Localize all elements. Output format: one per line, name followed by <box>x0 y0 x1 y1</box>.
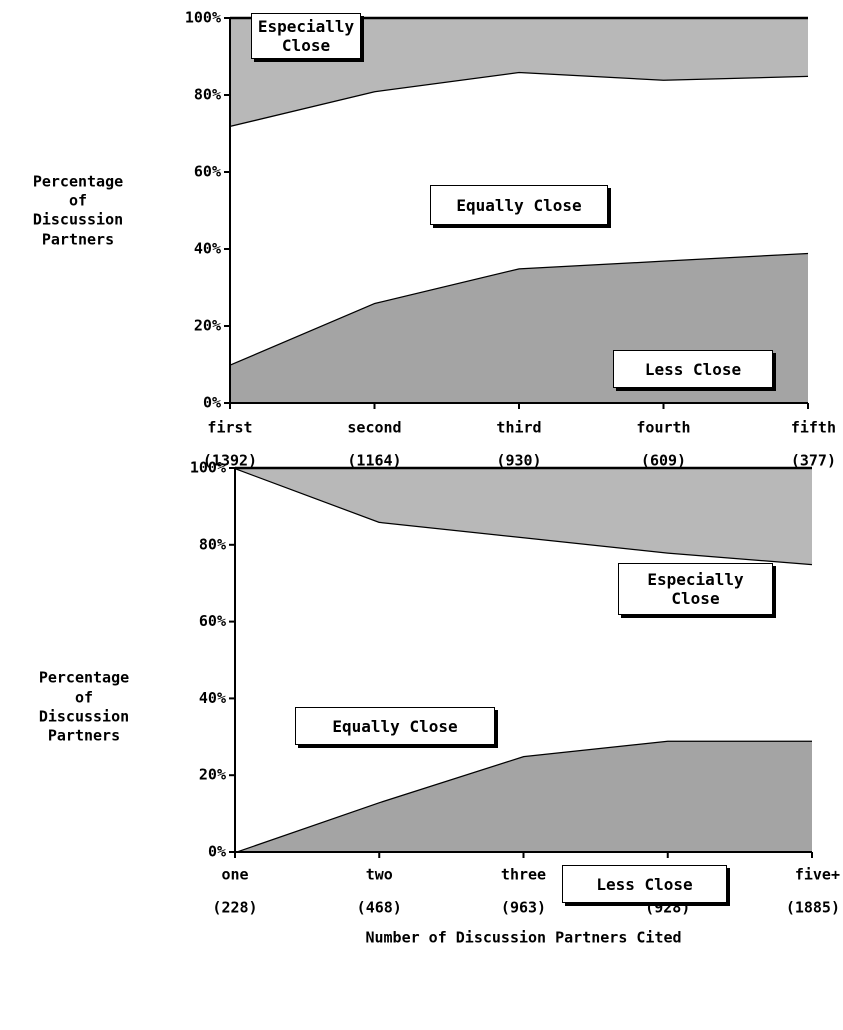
series-label: Equally Close <box>295 707 495 745</box>
y-tick-label: 20% <box>194 317 221 335</box>
y-axis-title: Discussion <box>39 708 129 726</box>
area <box>230 18 808 126</box>
x-tick-label: one <box>221 866 248 884</box>
y-tick-label: 100% <box>185 9 221 27</box>
y-axis-title: of <box>69 192 87 210</box>
x-tick-label: second <box>347 419 401 437</box>
x-tick-label: two <box>366 866 393 884</box>
y-tick-label: 20% <box>199 766 226 784</box>
x-axis-title: Number of Discussion Partners Cited <box>365 929 681 947</box>
x-tick-note: (468) <box>357 899 402 917</box>
x-tick-label: fifth <box>791 419 836 437</box>
x-tick-note: (1885) <box>786 899 840 917</box>
x-tick-label: fourth <box>636 419 690 437</box>
x-tick-note: (609) <box>641 452 686 470</box>
x-tick-note: (1164) <box>347 452 401 470</box>
y-axis-title: Partners <box>42 231 114 249</box>
x-tick-note: (228) <box>212 899 257 917</box>
y-tick-label: 60% <box>199 612 226 630</box>
y-axis-title: of <box>75 689 93 707</box>
y-axis-title: Discussion <box>33 211 123 229</box>
x-tick-label: third <box>496 419 541 437</box>
x-tick-note: (377) <box>791 452 836 470</box>
y-axis-title: Percentage <box>33 173 123 191</box>
series-label: Especially Close <box>251 13 361 59</box>
y-tick-label: 0% <box>203 394 221 412</box>
y-tick-label: 0% <box>208 843 226 861</box>
y-axis-title: Partners <box>48 727 120 745</box>
x-tick-label: first <box>207 419 252 437</box>
y-tick-label: 40% <box>199 689 226 707</box>
x-tick-note: (930) <box>496 452 541 470</box>
y-axis-title: Percentage <box>39 669 129 687</box>
x-tick-label: five+ <box>795 866 840 884</box>
series-label: Especially Close <box>618 563 773 615</box>
y-tick-label: 40% <box>194 240 221 258</box>
area <box>235 468 812 564</box>
y-tick-label: 80% <box>199 535 226 553</box>
x-tick-note: (1392) <box>203 452 257 470</box>
x-tick-note: (963) <box>501 899 546 917</box>
x-tick-note: (928) <box>645 899 690 917</box>
y-tick-label: 100% <box>190 459 226 477</box>
y-tick-label: 80% <box>194 86 221 104</box>
x-tick-label: three <box>501 866 546 884</box>
series-label: Less Close <box>562 865 727 903</box>
series-label: Less Close <box>613 350 773 388</box>
area <box>235 740 812 852</box>
y-tick-label: 60% <box>194 163 221 181</box>
series-label: Equally Close <box>430 185 608 225</box>
